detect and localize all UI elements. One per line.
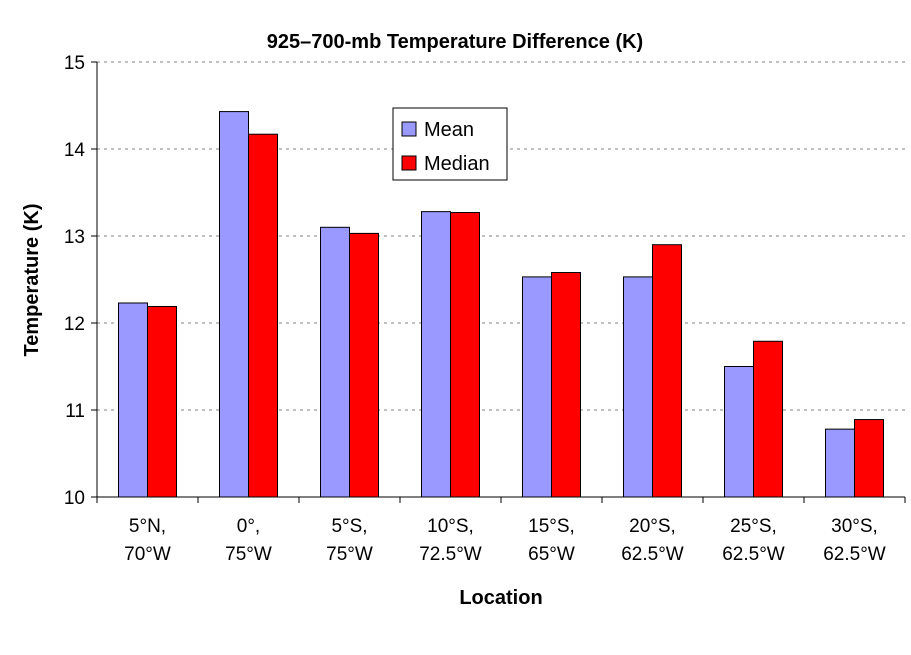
bar-mean-6 [724, 366, 754, 498]
bar-median-5 [652, 244, 682, 498]
x-tick-label: 70°W [124, 544, 171, 565]
y-tick-label: 11 [65, 401, 85, 422]
bar-median-4 [551, 272, 581, 498]
x-tick-label: 72.5°W [419, 544, 482, 565]
x-tick-label: 5°S, [331, 516, 367, 537]
bar-median-7 [854, 419, 884, 498]
tick-labels: 10 11 12 13 14 15 5°N, 70°W 0°, 75°W 5°S, 75°W 10°S,… [64, 53, 886, 565]
x-tick-label: 62.5°W [823, 544, 886, 565]
bar-median-0 [147, 305, 177, 498]
bar-mean-5 [623, 276, 653, 498]
legend-label-mean: Mean [424, 119, 474, 141]
x-tick-label: 25°S, [730, 516, 777, 537]
y-tick-label: 10 [64, 488, 85, 509]
y-tick-label: 12 [64, 314, 85, 335]
bar-mean-0 [118, 302, 148, 498]
bars [118, 111, 884, 498]
x-tick-label: 30°S, [831, 516, 878, 537]
axes [91, 61, 906, 503]
x-tick-label: 75°W [225, 544, 272, 565]
legend-label-median: Median [424, 153, 490, 175]
x-tick-label: 62.5°W [722, 544, 785, 565]
x-axis-label: Location [459, 587, 542, 609]
bar-median-2 [349, 232, 379, 498]
y-tick-label: 13 [64, 227, 85, 248]
bar-mean-3 [421, 211, 451, 498]
x-tick-label: 65°W [528, 544, 575, 565]
x-tick-label: 75°W [326, 544, 373, 565]
bar-mean-1 [219, 111, 249, 498]
bar-mean-4 [522, 276, 552, 498]
x-tick-label: 15°S, [528, 516, 575, 537]
y-axis-label: Temperature (K) [21, 204, 43, 357]
bar-median-6 [753, 340, 783, 498]
x-tick-label: 5°N, [129, 516, 166, 537]
bar-mean-7 [825, 428, 855, 498]
y-tick-label: 14 [64, 140, 86, 161]
y-tick-label: 15 [64, 53, 85, 74]
legend-swatch-median [401, 155, 417, 171]
x-tick-label: 10°S, [427, 516, 474, 537]
legend: Mean Median [392, 107, 508, 181]
bar-median-3 [450, 212, 480, 498]
x-tick-label: 62.5°W [621, 544, 684, 565]
chart-title: 925–700-mb Temperature Difference (K) [267, 31, 643, 53]
x-tick-label: 20°S, [629, 516, 676, 537]
x-tick-label: 0°, [237, 516, 260, 537]
bar-mean-2 [320, 226, 350, 498]
bar-median-1 [248, 133, 278, 498]
legend-swatch-mean [401, 121, 417, 137]
